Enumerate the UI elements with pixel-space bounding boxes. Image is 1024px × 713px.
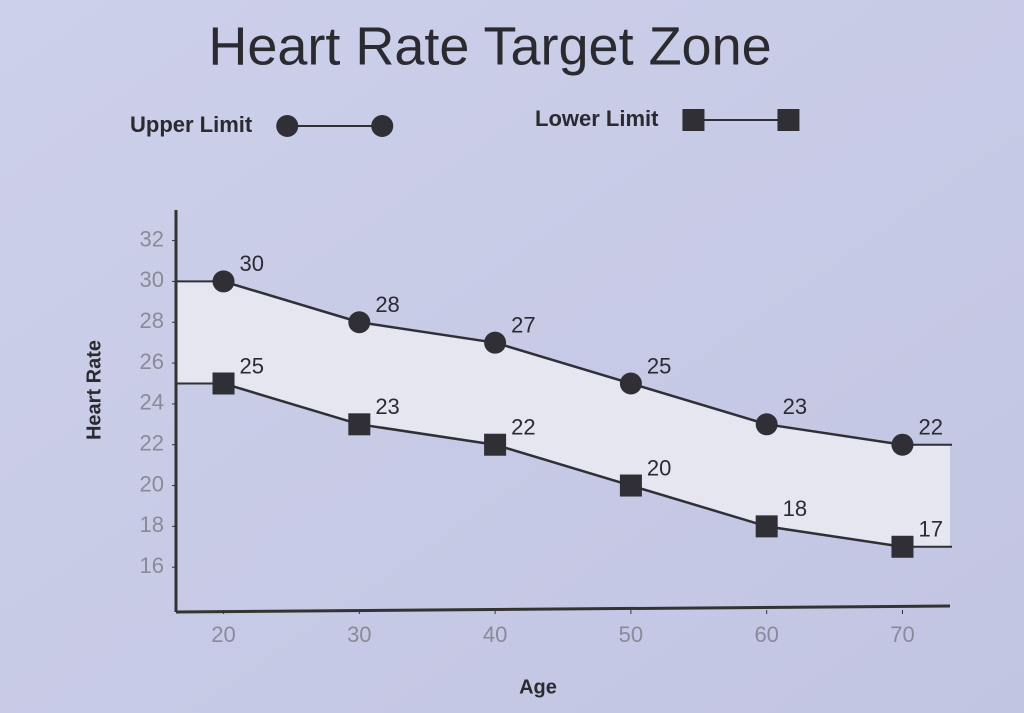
- data-point: [755, 515, 778, 538]
- legend-marker: [276, 115, 299, 137]
- series-line: [223, 382, 903, 549]
- x-axis: [175, 604, 951, 614]
- data-label: 25: [647, 353, 671, 378]
- y-tick-label: 22: [140, 431, 164, 456]
- data-point: [348, 413, 371, 436]
- data-label: 17: [918, 517, 942, 542]
- legend-marker: [371, 115, 394, 137]
- data-point: [755, 413, 778, 436]
- data-label: 20: [647, 455, 671, 480]
- legend-marker: [682, 109, 705, 131]
- y-tick-label: 20: [140, 471, 164, 496]
- data-point: [891, 535, 914, 558]
- data-point: [619, 474, 642, 497]
- x-tick-label: 30: [347, 622, 371, 647]
- x-tick-label: 40: [483, 622, 507, 647]
- data-label: 28: [375, 292, 399, 317]
- y-tick-label: 32: [140, 226, 164, 251]
- data-point: [891, 433, 914, 456]
- data-label: 30: [240, 251, 264, 276]
- y-axis-label: Heart Rate: [83, 340, 105, 440]
- data-point: [212, 372, 235, 395]
- data-label: 25: [240, 353, 264, 378]
- y-tick-label: 26: [140, 349, 164, 374]
- y-tick-label: 16: [140, 553, 164, 578]
- series-line: [223, 280, 903, 446]
- data-point: [619, 372, 642, 395]
- data-label: 22: [918, 415, 942, 440]
- y-tick-label: 24: [140, 390, 164, 415]
- y-tick-label: 28: [140, 308, 164, 333]
- data-label: 18: [783, 496, 807, 521]
- data-label: 22: [511, 415, 535, 440]
- data-label: 23: [375, 394, 399, 419]
- data-point: [484, 331, 507, 354]
- target-band: [176, 281, 950, 547]
- data-point: [348, 311, 371, 334]
- x-tick-label: 70: [890, 622, 914, 647]
- y-tick-label: 18: [140, 512, 164, 537]
- x-tick-label: 60: [754, 622, 778, 647]
- data-label: 27: [511, 312, 535, 337]
- chart-title: Heart Rate Target Zone: [208, 16, 771, 76]
- x-tick-label: 50: [619, 622, 643, 647]
- x-tick-label: 20: [211, 622, 235, 647]
- y-tick-label: 30: [140, 267, 164, 292]
- legend-label: Lower Limit: [535, 106, 659, 131]
- data-point: [484, 433, 507, 456]
- data-label: 23: [783, 394, 807, 419]
- x-axis-label: Age: [519, 676, 557, 698]
- data-point: [212, 270, 235, 293]
- legend-label: Upper Limit: [130, 112, 253, 137]
- legend-marker: [777, 109, 800, 131]
